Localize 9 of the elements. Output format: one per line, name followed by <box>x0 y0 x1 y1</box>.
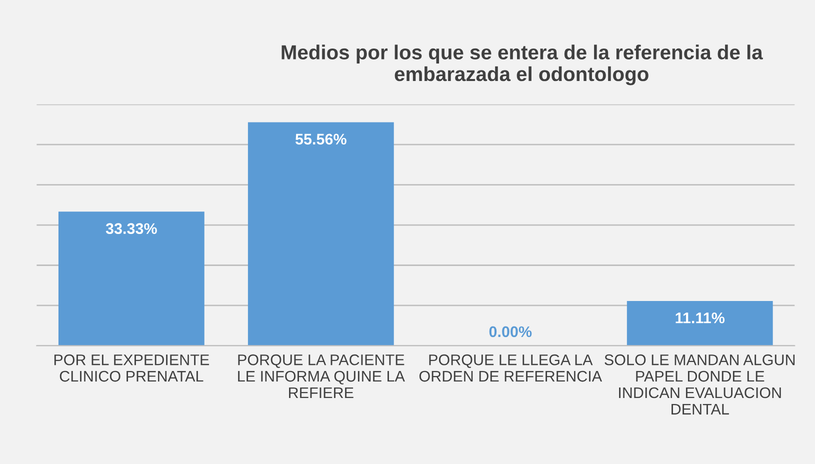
x-tick-label: PORQUE LE LLEGA LA ORDEN DE REFERENCIA <box>419 354 602 382</box>
data-label: 11.11% <box>676 312 725 324</box>
data-label: 55.56% <box>295 134 346 145</box>
x-tick-label: SOLO LE MANDAN ALGUN PAPEL DONDE LE INDICAN EVALUACION DENTAL <box>604 354 795 414</box>
x-tick-label: PORQUE LA PACIENTE LE INFORMA QUINE LA REFIERE <box>238 354 405 398</box>
chart-title: Medios por los que se entera de la referencia de la embarazada el odontologo <box>282 44 763 86</box>
data-label: 33.33% <box>106 223 157 234</box>
x-tick-label: POR EL EXPEDIENTE CLINICO PRENATAL <box>54 354 210 382</box>
data-label: 0.00% <box>489 326 532 338</box>
